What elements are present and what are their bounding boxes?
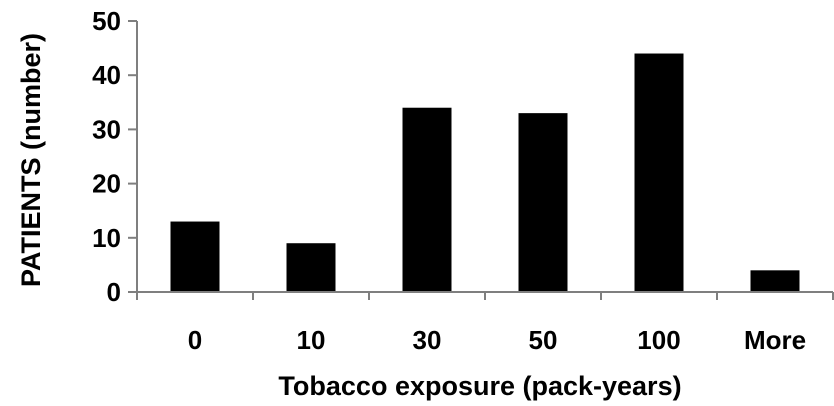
x-tick-label: 50 (529, 325, 558, 355)
x-tick-label: 30 (413, 325, 442, 355)
y-axis-title: PATIENTS (number) (16, 33, 46, 287)
bar (170, 221, 220, 292)
y-tick-label: 10 (92, 223, 121, 253)
bar (634, 53, 684, 292)
bar (402, 107, 452, 292)
y-tick-label: 30 (92, 114, 121, 144)
x-tick-label: 100 (637, 325, 680, 355)
x-tick-label: More (744, 325, 806, 355)
bar (518, 113, 568, 292)
y-tick-label: 40 (92, 60, 121, 90)
x-tick-label: 10 (297, 325, 326, 355)
y-tick-label: 50 (92, 6, 121, 36)
x-tick-label: 0 (188, 325, 202, 355)
y-tick-label: 20 (92, 169, 121, 199)
bar (286, 243, 336, 292)
y-tick-label: 0 (107, 277, 121, 307)
bar (750, 270, 800, 292)
plot-area: 0 10 20 30 40 50 0 10 30 50 100 More (92, 6, 834, 355)
x-axis-title: Tobacco exposure (pack-years) (278, 371, 681, 401)
